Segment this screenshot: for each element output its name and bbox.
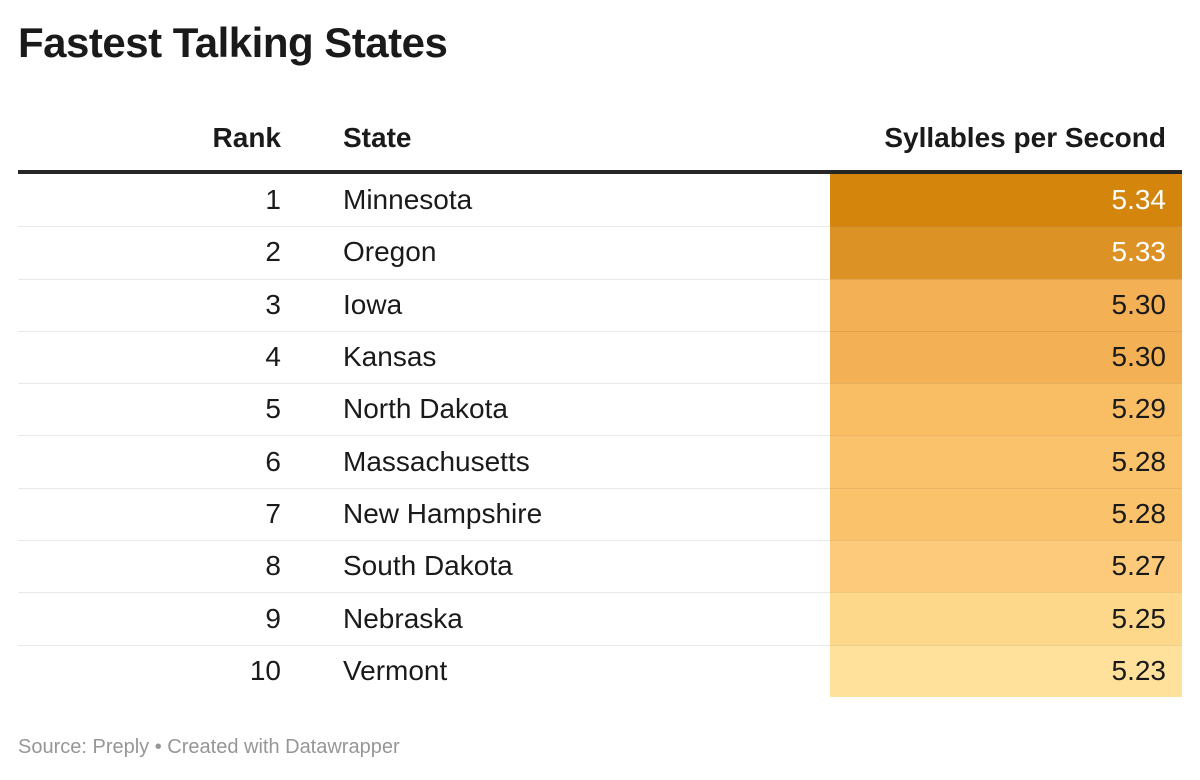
rank-cell: 7 [265, 497, 281, 529]
rank-cell: 4 [265, 341, 281, 373]
value-cell: 5.25 [830, 592, 1182, 645]
table-row: 8 South Dakota 5.27 [18, 540, 1182, 593]
state-cell: Oregon [343, 236, 437, 268]
page-title: Fastest Talking States [18, 19, 448, 66]
state-cell: South Dakota [343, 550, 513, 582]
state-cell: North Dakota [343, 393, 508, 425]
state-cell: New Hampshire [343, 497, 543, 529]
value-cell: 5.28 [830, 435, 1182, 488]
state-cell: Nebraska [343, 602, 463, 634]
table-row: 6 Massachusetts 5.28 [18, 435, 1182, 488]
table-row: 1 Minnesota 5.34 [18, 174, 1182, 227]
value-cell: 5.30 [830, 330, 1182, 384]
rank-cell: 9 [265, 602, 281, 634]
table-row: 7 New Hampshire 5.28 [18, 487, 1182, 541]
rank-cell: 10 [249, 654, 281, 686]
rank-cell: 1 [265, 184, 281, 216]
state-cell: Minnesota [343, 184, 473, 216]
table-row: 9 Nebraska 5.25 [18, 592, 1182, 645]
table-body: 1 Minnesota 5.34 2 Oregon 5.33 3 Iowa 5.… [18, 174, 1182, 697]
state-cell: Iowa [343, 288, 403, 320]
rank-cell: 2 [265, 236, 281, 268]
rank-cell: 6 [265, 445, 281, 477]
value-cell: 5.29 [830, 383, 1182, 436]
value-cell: 5.34 [830, 174, 1182, 227]
state-cell: Kansas [343, 341, 437, 373]
value-cell: 5.23 [830, 644, 1182, 697]
rank-cell: 8 [265, 550, 281, 582]
rank-cell: 3 [265, 288, 281, 320]
table-row: 4 Kansas 5.30 [18, 330, 1182, 384]
value-cell: 5.27 [830, 540, 1182, 593]
table-row: 5 North Dakota 5.29 [18, 383, 1182, 436]
header-state-label: State [343, 122, 412, 153]
header-rank-label: Rank [212, 122, 281, 153]
table-row: 10 Vermont 5.23 [18, 644, 1182, 697]
value-cell: 5.33 [830, 226, 1182, 279]
rank-cell: 5 [265, 393, 281, 425]
table-row: 3 Iowa 5.30 [18, 278, 1182, 331]
header-value-label: Syllables per Second [884, 122, 1166, 153]
source-attribution: Source: Preply • Created with Datawrappe… [18, 735, 400, 758]
state-cell: Massachusetts [343, 445, 530, 477]
value-cell: 5.28 [830, 487, 1182, 541]
value-cell: 5.30 [830, 278, 1182, 331]
table-header: Rank State Syllables per Second [18, 122, 1182, 174]
state-cell: Vermont [343, 654, 448, 686]
table-row: 2 Oregon 5.33 [18, 226, 1182, 279]
